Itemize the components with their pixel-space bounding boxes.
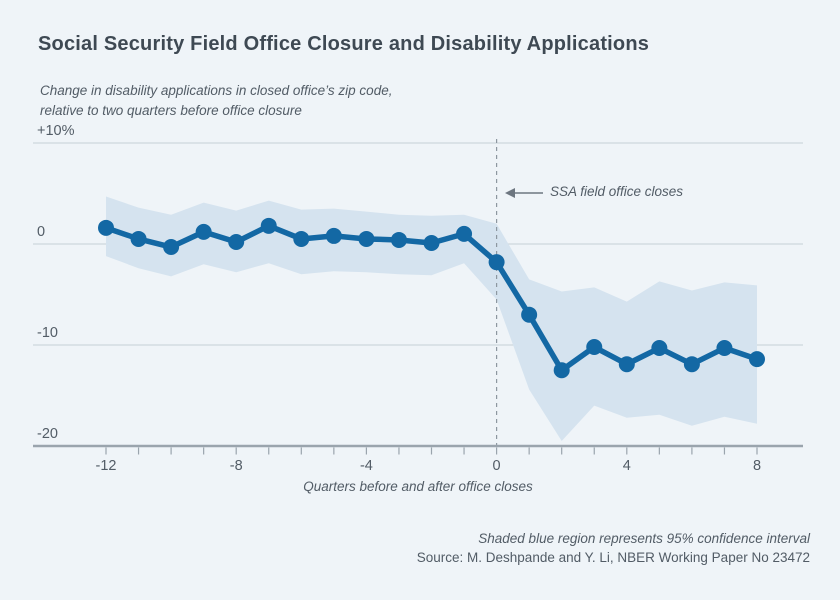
data-point <box>683 356 700 373</box>
x-tick-label: -12 <box>95 458 117 474</box>
x-tick-label: -4 <box>359 458 373 474</box>
data-point <box>586 339 603 356</box>
data-point <box>98 219 114 236</box>
data-point <box>130 230 147 247</box>
y-tick-label: -10 <box>37 325 58 341</box>
closure-annotation: SSA field office closes <box>550 184 684 199</box>
y-tick-label: -20 <box>37 426 58 442</box>
data-point <box>423 234 440 251</box>
data-point <box>163 239 180 256</box>
data-point <box>749 351 765 368</box>
data-point <box>195 223 212 240</box>
data-point <box>390 231 407 248</box>
y-tick-label: 0 <box>37 224 46 240</box>
chart-footer: Shaded blue region represents 95% confid… <box>417 529 810 567</box>
data-point <box>325 227 342 244</box>
chart-subtitle: Change in disability applications in clo… <box>40 81 392 120</box>
x-axis-title: Quarters before and after office closes <box>303 479 533 494</box>
x-tick-label: 0 <box>492 458 501 474</box>
x-tick-label: 4 <box>622 458 631 474</box>
data-point <box>521 306 538 323</box>
left-arrow-icon <box>505 188 515 198</box>
chart-subtitle-line1: Change in disability applications in clo… <box>40 83 393 98</box>
data-point <box>618 356 635 373</box>
data-point <box>293 230 310 247</box>
data-point <box>260 217 277 234</box>
confidence-band <box>106 196 757 441</box>
data-point <box>651 340 668 357</box>
data-point <box>553 362 570 379</box>
data-point <box>358 230 375 247</box>
source-credit: Source: M. Deshpande and Y. Li, NBER Wor… <box>416 550 810 565</box>
data-point <box>716 340 733 357</box>
x-tick-label: 8 <box>752 458 762 474</box>
x-tick-label: -8 <box>229 458 243 474</box>
chart-title: Social Security Field Office Closure and… <box>38 33 650 55</box>
ci-footnote: Shaded blue region represents 95% confid… <box>478 531 810 546</box>
data-point <box>488 254 505 271</box>
y-tick-label: +10% <box>37 123 75 139</box>
chart-subtitle-line2: relative to two quarters before office c… <box>40 102 302 118</box>
data-point <box>228 233 245 250</box>
data-point <box>456 225 473 242</box>
